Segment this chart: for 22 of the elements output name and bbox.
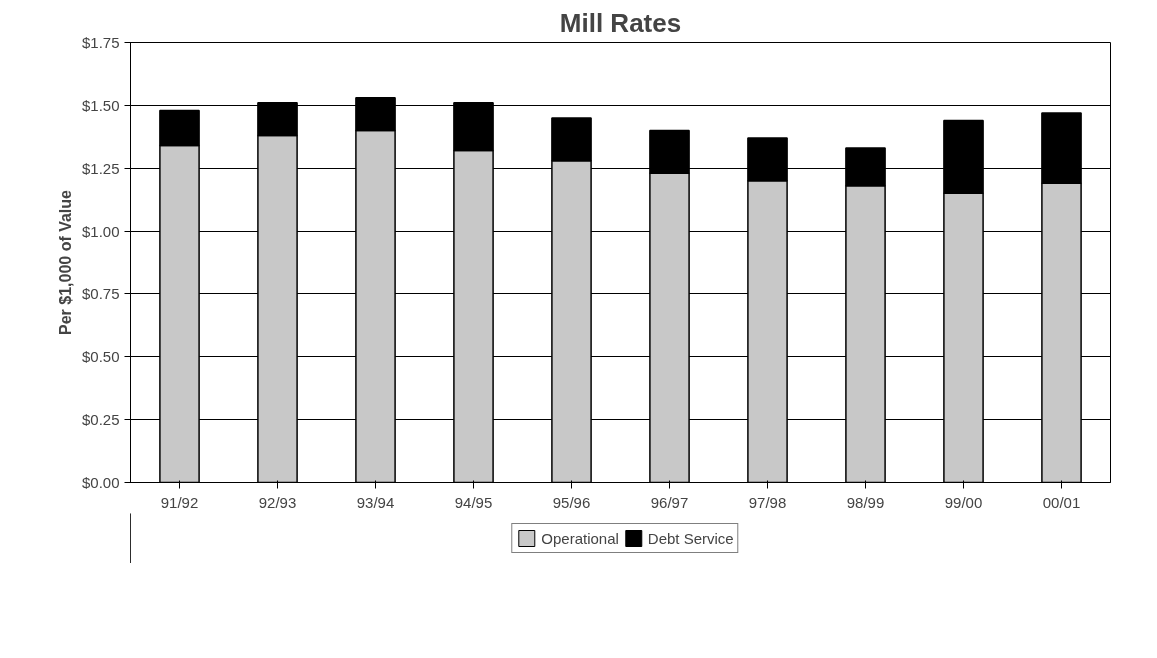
x-tick-label: 96/97 — [650, 493, 689, 511]
x-tick-label: 93/94 — [356, 493, 395, 511]
y-tick-label: $1.00 — [81, 222, 120, 240]
y-tick-label: $1.50 — [81, 96, 120, 114]
x-tick-label: 94/95 — [454, 493, 493, 511]
y-axis-title: Per $1,000 of Value — [56, 189, 74, 335]
y-tick-label: $0.00 — [81, 474, 120, 491]
x-tick-label: 98/99 — [846, 493, 885, 511]
x-tick-label: 95/96 — [552, 493, 591, 511]
legend-label: Operational — [541, 529, 619, 547]
x-tick-label: 92/93 — [258, 493, 297, 511]
y-tick-label: $0.25 — [81, 411, 120, 429]
y-tick-label: $1.25 — [81, 159, 120, 177]
y-tick-label: $0.50 — [81, 348, 120, 366]
chart-title: Mill Rates — [559, 7, 682, 38]
x-tick-label: 99/00 — [944, 493, 983, 511]
x-tick-label: 00/01 — [1042, 493, 1081, 511]
legend-label: Debt Service — [647, 529, 734, 547]
x-tick-label: 97/98 — [748, 493, 787, 511]
y-tick-label: $1.75 — [81, 34, 120, 51]
y-tick-label: $0.75 — [81, 285, 120, 303]
x-tick-label: 91/92 — [160, 493, 199, 511]
